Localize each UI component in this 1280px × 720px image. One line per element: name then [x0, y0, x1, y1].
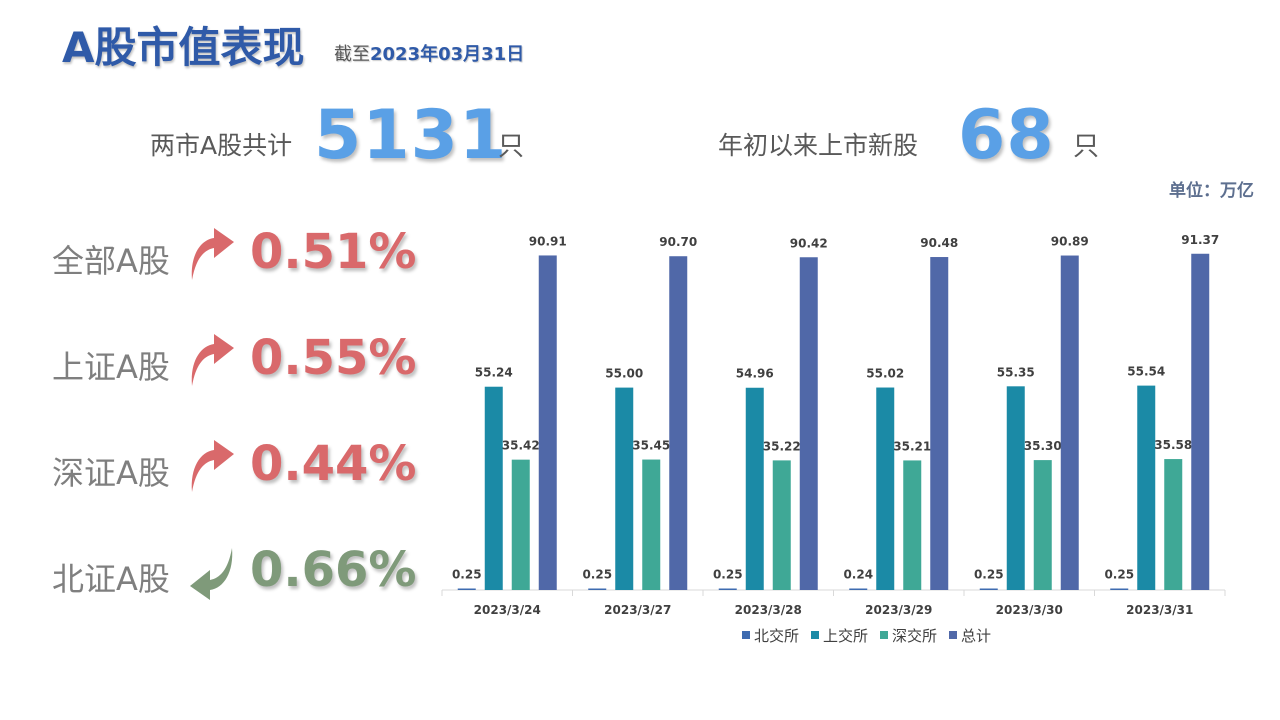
bar — [1137, 385, 1156, 590]
x-tick-label: 2023/3/29 — [865, 603, 932, 617]
bar — [903, 460, 922, 590]
data-label: 90.89 — [1051, 235, 1089, 249]
data-label: 90.70 — [659, 235, 697, 249]
data-label: 0.25 — [452, 568, 482, 582]
data-label: 35.58 — [1154, 438, 1192, 452]
bar — [849, 588, 868, 590]
data-label: 55.54 — [1127, 365, 1165, 379]
index-change-value: 0.51% — [250, 224, 417, 280]
up-arrow-icon — [188, 440, 236, 494]
legend-swatch — [949, 631, 957, 639]
data-label: 0.25 — [974, 568, 1004, 582]
bar — [772, 460, 791, 590]
legend-swatch — [811, 631, 819, 639]
index-row-shenzhen-a: 深证A股 0.44% — [52, 432, 417, 502]
data-label: 35.22 — [763, 439, 801, 453]
up-arrow-icon — [188, 334, 236, 388]
date-value: 2023年03月31日 — [370, 44, 525, 65]
date-subtitle: 截至2023年03月31日 — [334, 40, 524, 66]
data-label: 0.24 — [843, 568, 873, 582]
x-tick-label: 2023/3/28 — [735, 603, 802, 617]
bar — [642, 459, 661, 590]
bar — [1006, 386, 1025, 590]
legend-swatch — [742, 631, 750, 639]
total-stocks-value: 5131 — [314, 96, 508, 175]
legend-label: 上交所 — [823, 627, 868, 645]
total-stocks-label: 两市A股共计 — [150, 131, 293, 160]
bar — [1060, 255, 1079, 591]
data-label: 55.24 — [475, 366, 513, 380]
index-row-all-a: 全部A股 0.51% — [52, 220, 417, 290]
data-label: 0.25 — [582, 568, 612, 582]
bar — [799, 257, 818, 590]
index-change-value: 0.55% — [250, 330, 417, 386]
new-listings-value: 68 — [958, 96, 1055, 175]
down-arrow-icon — [188, 546, 236, 600]
legend-label: 深交所 — [892, 627, 937, 645]
date-prefix: 截至 — [334, 44, 370, 65]
bar — [876, 387, 895, 590]
total-stocks-unit: 只 — [498, 132, 525, 162]
bar — [718, 588, 737, 590]
bar — [669, 256, 688, 590]
data-label: 91.37 — [1181, 233, 1219, 247]
data-label: 90.91 — [529, 234, 567, 248]
bar — [615, 387, 634, 590]
bar — [457, 588, 476, 590]
legend-label: 北交所 — [754, 627, 799, 645]
x-tick-label: 2023/3/30 — [996, 603, 1063, 617]
bar — [538, 255, 557, 590]
x-tick-label: 2023/3/31 — [1126, 603, 1193, 617]
data-label: 0.25 — [713, 568, 743, 582]
bar — [979, 588, 998, 590]
data-label: 55.02 — [866, 367, 904, 381]
index-row-shanghai-a: 上证A股 0.55% — [52, 326, 417, 396]
data-label: 0.25 — [1104, 568, 1134, 582]
index-name: 深证A股 — [52, 454, 170, 492]
index-row-beijing-a: 北证A股 0.66% — [52, 538, 417, 608]
x-tick-label: 2023/3/27 — [604, 603, 671, 617]
index-name: 北证A股 — [52, 560, 170, 598]
bar — [745, 387, 764, 590]
bar — [1191, 253, 1210, 590]
index-change-value: 0.44% — [250, 436, 417, 492]
bar — [930, 257, 949, 590]
bar — [1164, 459, 1183, 590]
data-label: 35.45 — [632, 439, 670, 453]
bar — [484, 386, 503, 590]
data-label: 54.96 — [736, 367, 774, 381]
data-label: 90.42 — [790, 236, 828, 250]
index-name: 上证A股 — [52, 348, 170, 386]
index-change-value: 0.66% — [250, 542, 417, 598]
bar — [588, 588, 607, 590]
data-label: 35.30 — [1024, 439, 1062, 453]
x-tick-label: 2023/3/24 — [474, 603, 541, 617]
bar — [1110, 588, 1129, 590]
data-label: 35.21 — [893, 439, 931, 453]
data-label: 35.42 — [502, 439, 540, 453]
unit-note: 单位：万亿 — [1169, 181, 1254, 201]
new-listings-unit: 只 — [1073, 132, 1100, 162]
legend-label: 总计 — [961, 627, 991, 645]
data-label: 55.35 — [997, 365, 1035, 379]
page-title: A股市值表现 — [62, 23, 305, 72]
bar — [511, 459, 530, 590]
data-label: 55.00 — [605, 367, 643, 381]
index-name: 全部A股 — [52, 242, 170, 280]
data-label: 90.48 — [920, 236, 958, 250]
up-arrow-icon — [188, 228, 236, 282]
legend-swatch — [880, 631, 888, 639]
market-cap-bar-chart: 0.25 55.24 35.42 90.91 2023/3/24 0.25 55.00 35.… — [441, 233, 1226, 645]
new-listings-label: 年初以来上市新股 — [718, 131, 919, 160]
bar — [1033, 460, 1052, 590]
